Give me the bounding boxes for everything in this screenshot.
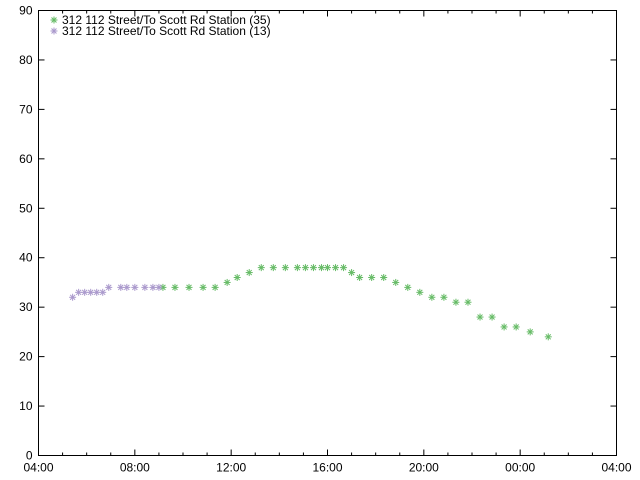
data-point — [245, 269, 253, 277]
data-point — [293, 264, 301, 272]
legend-entry-1: 312 112 Street/To Scott Rd Station (13) — [50, 24, 271, 38]
y-tick-label: 80 — [19, 53, 33, 67]
legend-label: 312 112 Street/To Scott Rd Station (35) — [62, 13, 271, 27]
data-point — [93, 288, 101, 296]
data-point — [332, 264, 340, 272]
data-point — [159, 283, 167, 291]
data-point — [141, 283, 149, 291]
data-point — [428, 293, 436, 301]
y-tick-label: 40 — [19, 251, 33, 265]
x-tick-label: 12:00 — [216, 461, 246, 475]
data-point — [269, 264, 277, 272]
data-point — [257, 264, 265, 272]
data-point — [476, 313, 484, 321]
series-0 — [159, 264, 552, 341]
legend-entry-0: 312 112 Street/To Scott Rd Station (35) — [50, 13, 271, 27]
x-tick-label: 04:00 — [23, 461, 53, 475]
data-point — [544, 333, 552, 341]
series-1 — [69, 283, 163, 301]
x-axis: 04:00 08:00 12:00 16:00 20:00 00:00 04:00 — [23, 10, 632, 475]
data-point — [281, 264, 289, 272]
y-tick-label: 0 — [26, 449, 33, 463]
y-tick-label: 30 — [19, 300, 33, 314]
data-point — [464, 298, 472, 306]
data-point — [392, 278, 400, 286]
data-point — [199, 283, 207, 291]
data-point — [117, 283, 125, 291]
data-point — [69, 293, 77, 301]
data-point — [380, 274, 388, 281]
data-point — [488, 313, 496, 321]
data-point — [81, 288, 89, 296]
x-tick-label: 04:00 — [601, 461, 631, 475]
x-tick-label: 00:00 — [505, 461, 535, 475]
data-point — [452, 298, 460, 306]
y-axis: 0 10 20 30 40 50 60 70 80 90 — [19, 4, 617, 463]
data-point — [324, 264, 331, 272]
data-point — [317, 264, 325, 272]
legend-star — [50, 16, 58, 24]
legend-star — [50, 27, 58, 35]
data-point — [340, 264, 348, 272]
legend-marker-icon — [50, 27, 58, 35]
data-point — [99, 288, 107, 296]
y-tick-label: 20 — [19, 350, 33, 364]
data-point — [301, 264, 309, 272]
data-point — [416, 288, 424, 296]
legend-marker-icon — [50, 16, 58, 24]
data-point — [500, 323, 508, 331]
data-point — [105, 283, 113, 291]
data-point — [526, 328, 534, 336]
data-point — [185, 283, 193, 291]
y-tick-label: 50 — [19, 201, 33, 215]
data-point — [75, 288, 83, 296]
data-point — [149, 283, 157, 291]
data-point — [123, 283, 131, 291]
data-point — [155, 283, 163, 291]
data-point — [512, 323, 520, 331]
data-point — [131, 283, 139, 291]
data-point — [233, 274, 241, 281]
data-point — [356, 274, 364, 281]
plot-frame — [38, 10, 617, 456]
legend: 312 112 Street/To Scott Rd Station (35) … — [50, 13, 271, 38]
data-point — [348, 269, 356, 277]
x-tick-label: 16:00 — [312, 461, 342, 475]
data-point — [211, 283, 219, 291]
y-tick-label: 10 — [19, 399, 33, 413]
legend-label: 312 112 Street/To Scott Rd Station (13) — [62, 24, 271, 38]
data-point — [309, 264, 317, 272]
data-point — [404, 283, 412, 291]
y-tick-label: 90 — [19, 4, 33, 18]
data-point — [223, 278, 231, 286]
data-points — [69, 264, 552, 341]
data-point — [368, 274, 376, 281]
y-tick-label: 60 — [19, 152, 33, 166]
y-tick-label: 70 — [19, 102, 33, 116]
data-point — [171, 283, 179, 291]
data-point — [440, 293, 448, 301]
data-point — [87, 288, 95, 296]
x-tick-label: 20:00 — [409, 461, 439, 475]
x-tick-label: 08:00 — [120, 461, 150, 475]
